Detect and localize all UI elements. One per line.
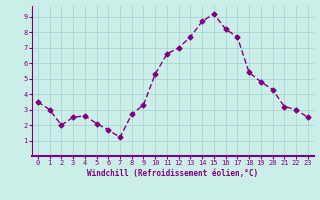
X-axis label: Windchill (Refroidissement éolien,°C): Windchill (Refroidissement éolien,°C)	[87, 169, 258, 178]
